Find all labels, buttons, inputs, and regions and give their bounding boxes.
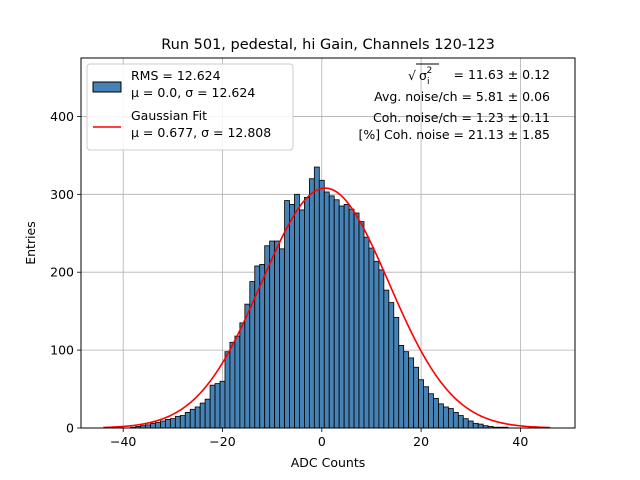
histogram-bar bbox=[219, 380, 226, 429]
histogram-bar bbox=[428, 393, 434, 429]
histogram-bar bbox=[214, 383, 221, 429]
histogram-bar bbox=[194, 406, 201, 429]
histogram-bar bbox=[308, 178, 315, 429]
histogram-bar bbox=[224, 351, 231, 429]
y-tick-label: 400 bbox=[50, 109, 74, 124]
histogram-bar bbox=[338, 205, 345, 429]
y-tick-label: 200 bbox=[50, 265, 74, 280]
y-axis-label: Entries bbox=[23, 221, 38, 265]
histogram-bar bbox=[383, 289, 390, 429]
histogram-bar bbox=[318, 179, 325, 429]
histogram-bar bbox=[423, 386, 429, 429]
histogram-bar bbox=[274, 240, 280, 429]
x-tick-label: 0 bbox=[318, 434, 326, 449]
histogram-bar bbox=[155, 422, 161, 429]
histogram-bar bbox=[328, 195, 335, 429]
histogram-bar bbox=[403, 351, 410, 429]
total-noise-annotation: √ σi2 = 11.63 ± 0.12 bbox=[408, 63, 550, 87]
chart-title: Run 501, pedestal, hi Gain, Channels 120… bbox=[161, 37, 495, 53]
histogram-bar bbox=[408, 357, 415, 429]
legend-histogram-stats: μ = 0.0, σ = 12.624 bbox=[131, 85, 255, 100]
histogram-bar bbox=[343, 204, 350, 429]
histogram-bar bbox=[269, 240, 276, 429]
histogram-bar bbox=[209, 384, 216, 429]
histogram-bar bbox=[174, 415, 181, 429]
gaussian-fit-line bbox=[103, 187, 551, 429]
x-tick-label: 40 bbox=[512, 434, 528, 449]
histogram-bar bbox=[313, 166, 320, 429]
coh-noise-annotation: Coh. noise/ch = 1.23 ± 0.11 bbox=[373, 110, 550, 125]
histogram-bar bbox=[150, 422, 156, 429]
histogram-bar bbox=[284, 200, 290, 429]
histogram-bar bbox=[368, 247, 375, 429]
sigma-i-squared: σi2 bbox=[419, 66, 432, 87]
histogram-bar bbox=[244, 303, 251, 429]
histogram-bar bbox=[452, 412, 459, 429]
histogram-bar bbox=[229, 341, 236, 429]
x-tick-label: 20 bbox=[413, 434, 429, 449]
avg-noise-annotation: Avg. noise/ch = 5.81 ± 0.06 bbox=[374, 89, 550, 104]
x-tick-label: −20 bbox=[209, 434, 235, 449]
histogram-bar bbox=[373, 260, 380, 429]
histogram-bar bbox=[363, 236, 370, 429]
legend-fit-label: Gaussian Fit bbox=[131, 108, 207, 123]
histogram-bar bbox=[457, 415, 464, 429]
histogram-bar bbox=[294, 193, 300, 429]
histogram-bar bbox=[413, 366, 420, 429]
histogram-bar bbox=[398, 345, 405, 429]
histogram-bar bbox=[477, 423, 484, 429]
legend-frame bbox=[86, 63, 294, 151]
coh-noise-pct-annotation: [%] Coh. noise = 21.13 ± 1.85 bbox=[358, 127, 550, 142]
noise-annotations: √ σi2 = 11.63 ± 0.12 Avg. noise/ch = 5.8… bbox=[358, 63, 550, 142]
histogram-bar bbox=[333, 199, 340, 429]
histogram-bar bbox=[259, 264, 266, 429]
histogram-bar bbox=[467, 420, 474, 429]
histogram-bar bbox=[289, 204, 295, 429]
histogram-bar bbox=[358, 221, 365, 429]
y-tick-label: 300 bbox=[50, 187, 74, 202]
histogram-bar bbox=[418, 379, 424, 429]
histogram-bar bbox=[279, 248, 285, 429]
histogram-bar bbox=[323, 191, 330, 429]
histogram-bar bbox=[348, 208, 355, 429]
legend-histogram-swatch bbox=[92, 81, 122, 93]
histogram-bar bbox=[304, 197, 310, 429]
histogram-bar bbox=[447, 408, 454, 429]
histogram-bar bbox=[433, 397, 439, 429]
histogram-bar bbox=[204, 398, 211, 429]
histogram-bar bbox=[199, 402, 206, 429]
x-tick-label: −40 bbox=[110, 434, 136, 449]
histogram-bar bbox=[353, 212, 360, 429]
histogram-bar bbox=[393, 316, 400, 429]
histogram-bar bbox=[472, 422, 479, 429]
legend: RMS = 12.624 μ = 0.0, σ = 12.624 Gaussia… bbox=[86, 63, 294, 151]
histogram-bar bbox=[443, 406, 449, 429]
histogram-bar bbox=[234, 335, 241, 429]
histogram-bar bbox=[189, 408, 196, 429]
histogram-bar bbox=[462, 418, 469, 429]
plot-frame bbox=[80, 57, 576, 429]
total-noise-value: = 11.63 ± 0.12 bbox=[454, 67, 550, 82]
histogram-bar bbox=[165, 419, 171, 429]
x-axis-label: ADC Counts bbox=[291, 455, 366, 470]
histogram-bar bbox=[179, 415, 186, 429]
histogram-bar bbox=[438, 403, 444, 429]
histogram-bar bbox=[184, 412, 191, 429]
y-tick-label: 100 bbox=[50, 343, 74, 358]
y-tick-label: 0 bbox=[66, 421, 74, 436]
legend-histogram-label: RMS = 12.624 bbox=[131, 68, 221, 83]
histogram-bar bbox=[378, 269, 385, 429]
sqrt-symbol: √ bbox=[408, 68, 416, 83]
histogram-bar bbox=[239, 322, 246, 429]
histogram-bar bbox=[299, 209, 305, 429]
legend-fit-stats: μ = 0.677, σ = 12.808 bbox=[131, 125, 271, 140]
histogram-bar bbox=[169, 418, 176, 429]
histogram-bar bbox=[160, 420, 166, 429]
histogram-bar bbox=[388, 302, 395, 429]
